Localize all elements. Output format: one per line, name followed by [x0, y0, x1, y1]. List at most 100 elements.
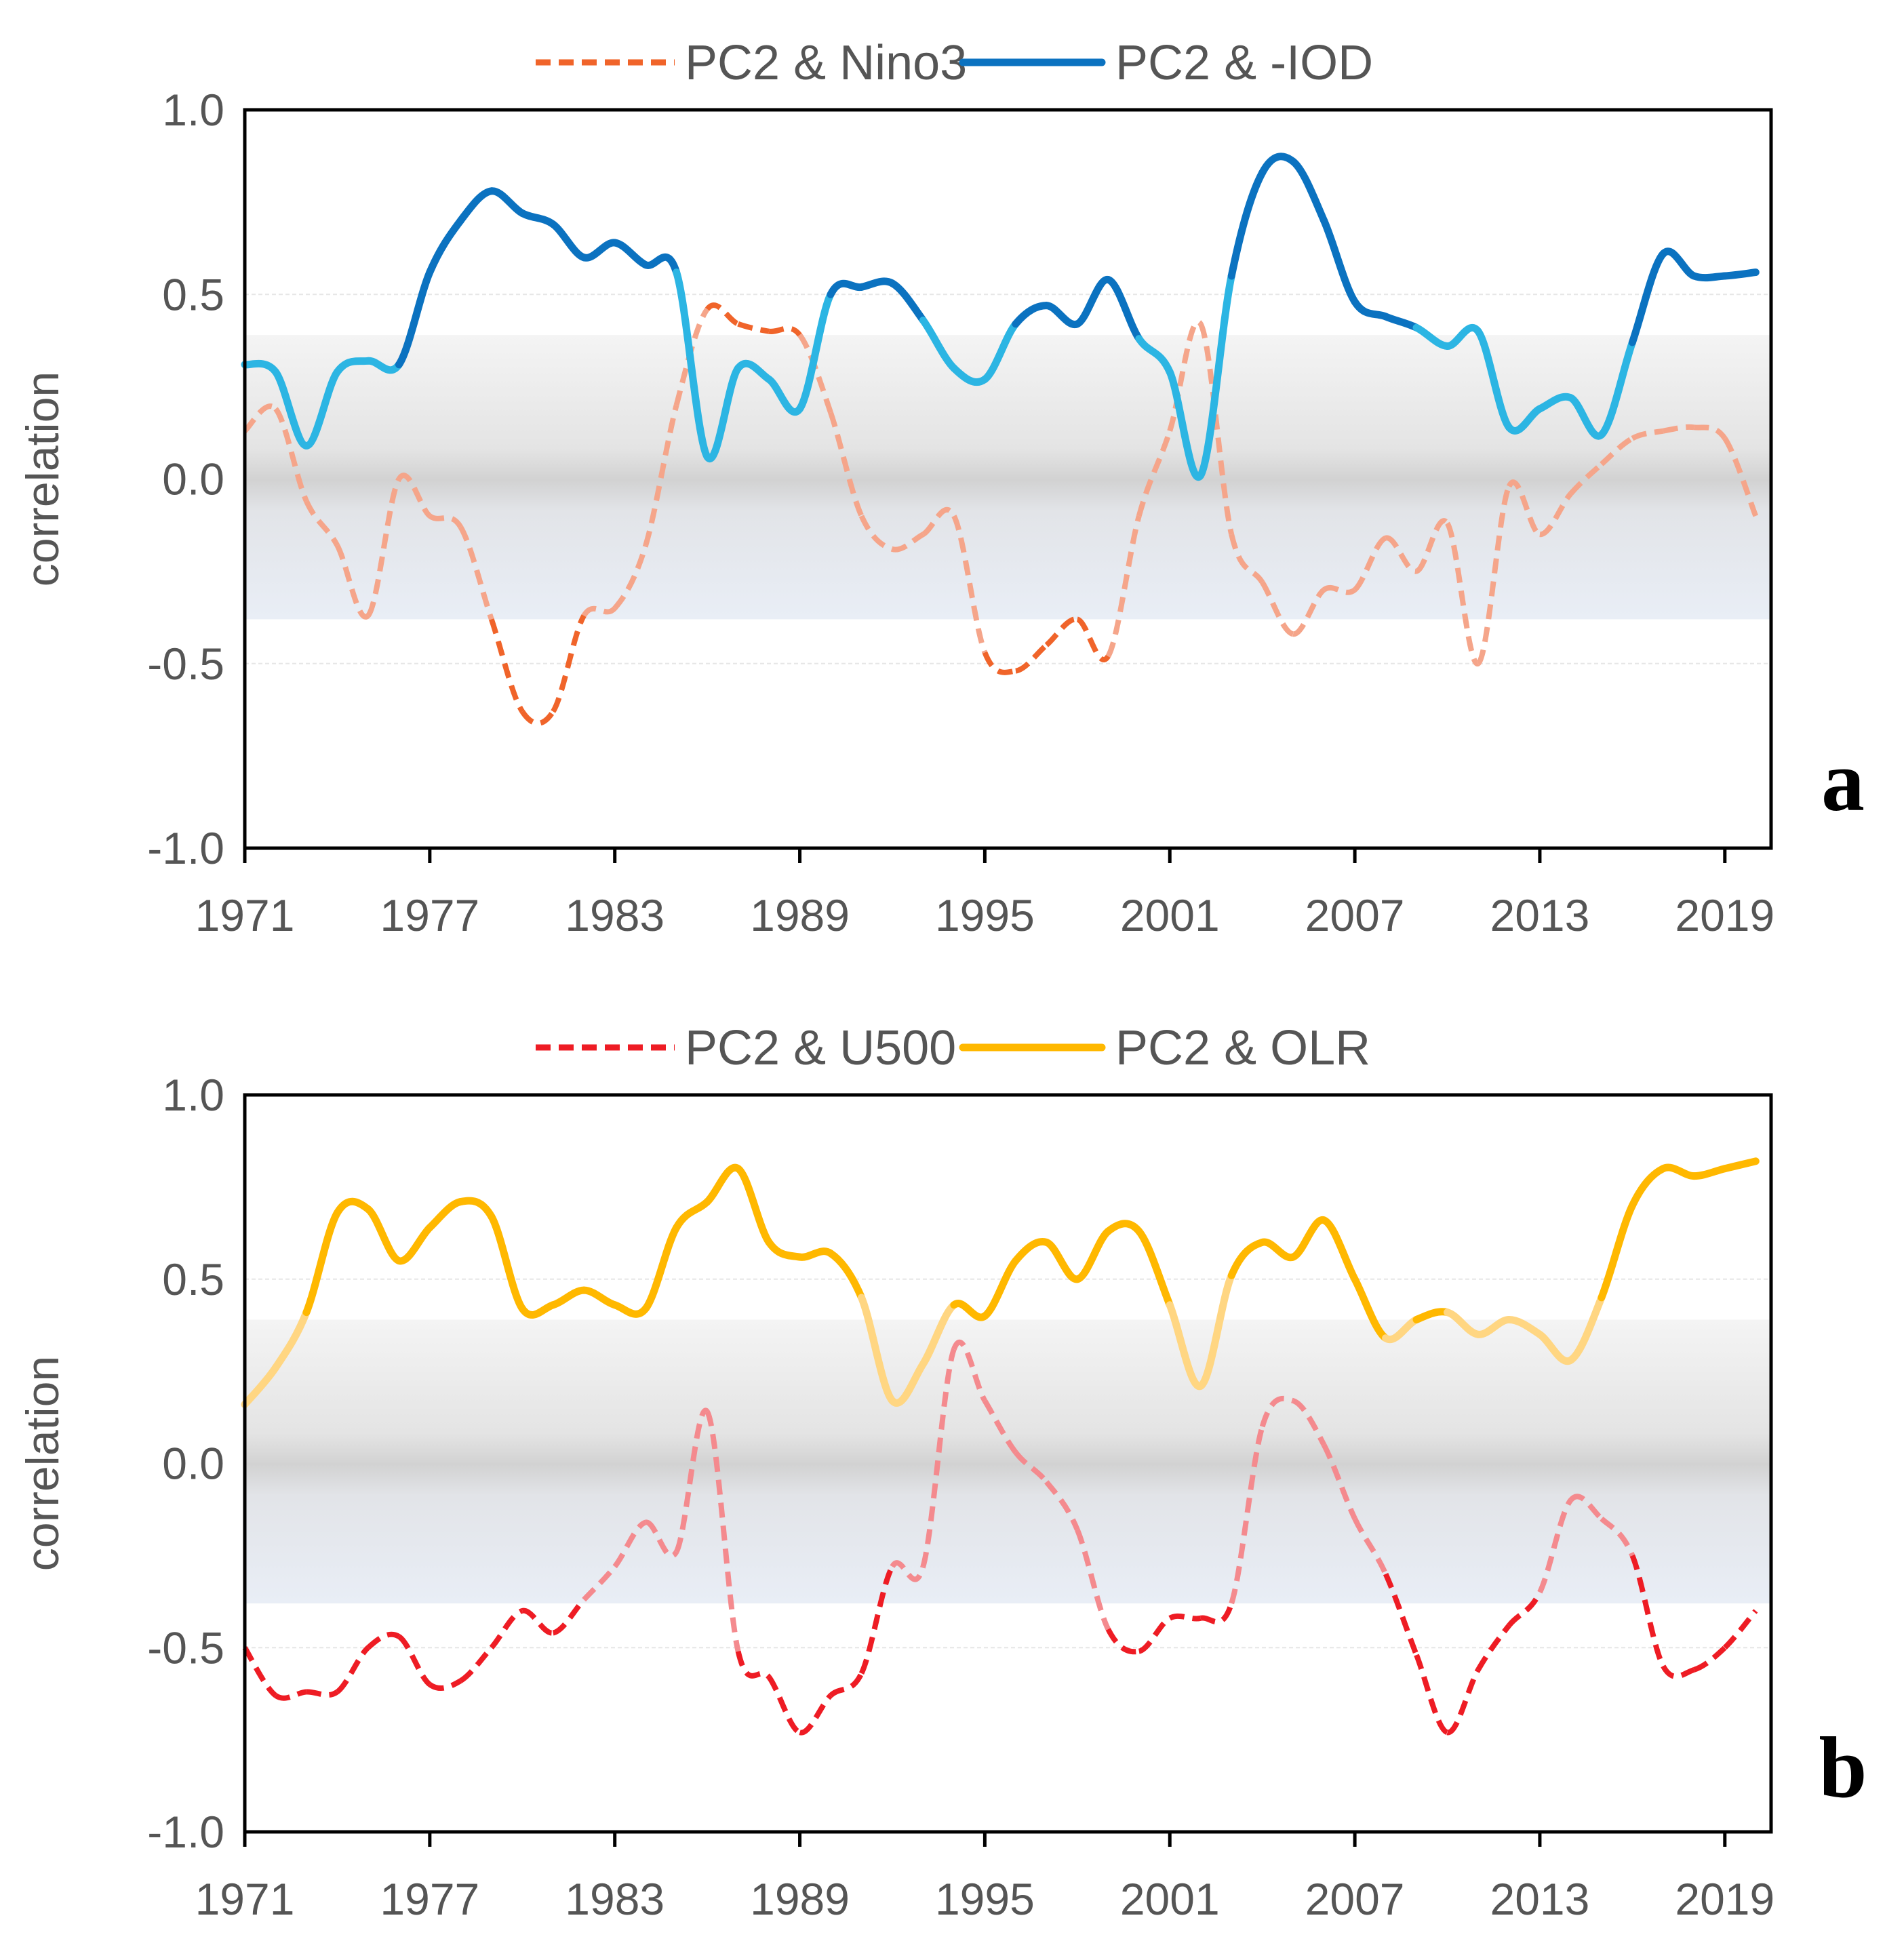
series-segment — [489, 1608, 523, 1649]
y-tick-label: 0.0 — [162, 454, 224, 504]
series-segment — [242, 1646, 278, 1698]
series-segment — [858, 515, 894, 552]
series-segment — [1105, 515, 1142, 658]
x-tick-label: 1977 — [380, 890, 479, 940]
series-segment — [272, 368, 311, 449]
series-segment — [1197, 272, 1235, 479]
series-segment — [1105, 1628, 1140, 1655]
series-segment — [888, 1360, 927, 1407]
series-segment — [612, 1519, 647, 1569]
panel-label: b — [1819, 1719, 1867, 1816]
series-segment — [641, 1224, 681, 1313]
series-segment — [673, 1198, 711, 1232]
y-axis-label: correlation — [17, 372, 68, 587]
series-segment — [1012, 302, 1050, 328]
y-tick-label: 0.5 — [162, 1254, 224, 1304]
series-segment — [1044, 1480, 1080, 1531]
series-segment — [1629, 1554, 1666, 1668]
series-segment — [1568, 462, 1604, 496]
series-segment — [1289, 157, 1328, 224]
series-segment — [1383, 1572, 1419, 1656]
series-segment — [364, 357, 403, 374]
y-tick-label: -0.5 — [147, 639, 224, 689]
y-tick-label: -1.0 — [147, 823, 224, 873]
series-segment — [1138, 1616, 1172, 1654]
series-segment — [951, 515, 988, 654]
series-segment — [519, 710, 556, 726]
y-tick-label: -0.5 — [147, 1622, 224, 1673]
series-segment — [858, 1565, 895, 1675]
series-segment — [890, 1560, 926, 1582]
series-segment — [705, 302, 740, 327]
series-segment — [1444, 521, 1481, 666]
series-segment — [1539, 492, 1573, 538]
series-segment — [428, 1678, 462, 1692]
series-segment — [1628, 1165, 1667, 1209]
series-segment — [1631, 428, 1664, 441]
series-segment — [521, 1607, 554, 1636]
series-segment — [304, 500, 340, 547]
series-segment — [768, 325, 802, 337]
series-segment — [580, 239, 619, 262]
series-segment — [552, 1597, 587, 1636]
series-segment — [951, 1339, 987, 1403]
significance-band — [245, 1319, 1771, 1604]
series-segment — [488, 1212, 526, 1313]
series-segment — [1568, 1494, 1604, 1521]
series-segment — [1199, 1602, 1235, 1625]
series-segment — [1259, 1395, 1294, 1428]
series-segment — [796, 290, 835, 413]
series-segment — [458, 525, 494, 620]
series-segment — [1598, 338, 1636, 439]
series-segment — [1351, 1275, 1390, 1342]
series-segment — [1412, 1308, 1451, 1323]
series-segment — [1136, 430, 1173, 517]
x-tick-label: 1971 — [195, 1874, 295, 1924]
series-segment — [273, 407, 309, 502]
panel-label: a — [1821, 733, 1865, 829]
series-segment — [735, 1650, 772, 1679]
series-segment — [1042, 302, 1082, 328]
series-segment — [334, 544, 370, 620]
series-segment — [1598, 1201, 1636, 1302]
series-segment — [827, 1249, 865, 1302]
x-tick-label: 1971 — [195, 890, 295, 940]
series-segment — [980, 1257, 1020, 1320]
series-segment — [703, 364, 742, 463]
series-segment — [366, 1631, 401, 1650]
series-segment — [1692, 1645, 1727, 1673]
series-segment — [1044, 616, 1078, 647]
series-segment — [734, 1165, 773, 1246]
series-segment — [426, 1198, 464, 1232]
series-segment — [1600, 436, 1634, 466]
series-segment — [1042, 1238, 1082, 1283]
legend-entry: PC2 & -IOD — [1115, 36, 1373, 90]
series-segment — [1320, 216, 1359, 306]
series-segment — [1566, 1294, 1606, 1364]
series-segment — [1075, 1528, 1111, 1631]
series-segment — [921, 507, 957, 537]
series-segment — [950, 1300, 989, 1321]
series-segment — [1628, 249, 1667, 346]
series-segment — [241, 1363, 279, 1408]
series-segment — [1690, 1165, 1729, 1180]
series-segment — [274, 1689, 307, 1701]
y-tick-label: 0.5 — [162, 269, 224, 319]
series-segment — [1322, 584, 1357, 595]
series-segment — [982, 651, 1016, 675]
series-segment — [1474, 327, 1513, 431]
y-axis-label: correlation — [17, 1356, 68, 1572]
series-segment — [396, 473, 432, 519]
series-segment — [1690, 272, 1729, 282]
legend-entry: PC2 & OLR — [1115, 1021, 1370, 1075]
series-segment — [1104, 1220, 1143, 1235]
series-segment — [705, 1410, 741, 1652]
series-line-pc2-nino3 — [243, 302, 1759, 726]
x-tick-label: 2007 — [1305, 1874, 1405, 1924]
series-segment — [551, 614, 587, 713]
series-segment — [611, 1301, 650, 1318]
series-segment — [397, 1634, 432, 1687]
y-tick-label: 1.0 — [162, 1070, 224, 1120]
series-segment — [1197, 1271, 1235, 1390]
series-segment — [1166, 368, 1205, 481]
